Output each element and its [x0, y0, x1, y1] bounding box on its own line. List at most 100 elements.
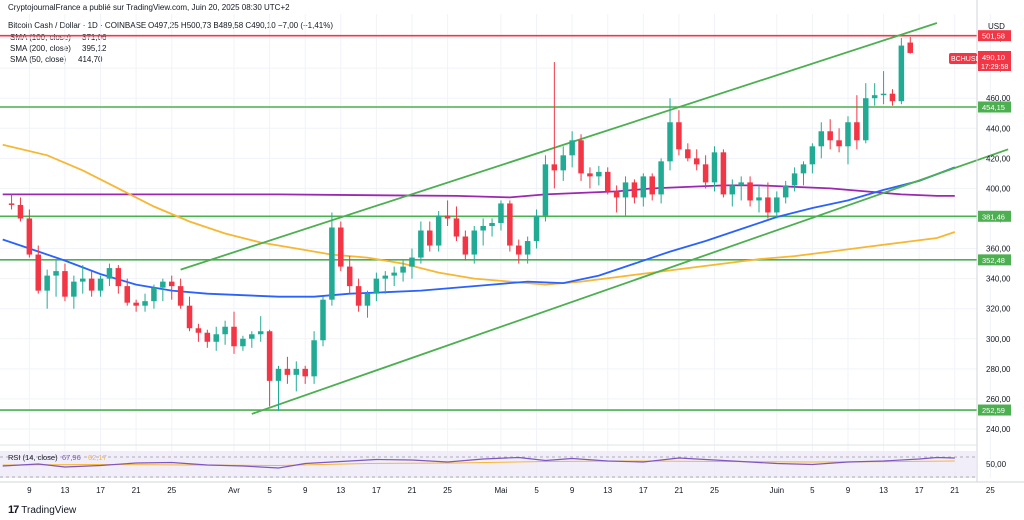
candle: [613, 185, 620, 213]
candle-body: [685, 149, 691, 159]
candle: [71, 275, 77, 309]
candle: [338, 221, 344, 272]
candle: [320, 296, 326, 347]
rsi-ma-line: [2, 460, 955, 467]
candle-body: [524, 241, 531, 255]
candle-body: [409, 257, 415, 267]
x-tick-label: 17: [639, 486, 648, 495]
y-tick-label: 360,00: [986, 245, 1011, 254]
candle-body: [453, 218, 460, 237]
candle-body: [160, 281, 166, 288]
y-tick-label: 440,00: [986, 124, 1011, 133]
candle: [302, 365, 308, 384]
tradingview-mark-icon: 17: [8, 504, 19, 516]
candlesticks: [8, 37, 914, 411]
candle-body: [355, 286, 362, 306]
x-tick-label: Juin: [769, 486, 784, 495]
candle: [35, 245, 42, 294]
x-tick-label: 17: [372, 486, 381, 495]
trendline: [180, 22, 938, 271]
level-label: 252,59: [982, 406, 1005, 415]
rsi-ma-value: 62,17: [88, 453, 107, 462]
x-tick-label: 5: [267, 486, 272, 495]
candle: [604, 167, 611, 195]
candle-body: [720, 152, 727, 195]
candle-body: [444, 215, 451, 219]
candle: [729, 179, 736, 207]
candle-body: [569, 140, 575, 156]
candle-body: [177, 286, 184, 306]
candle-body: [711, 152, 718, 183]
candle-body: [8, 203, 15, 205]
candle-body: [542, 164, 549, 216]
candle: [427, 221, 433, 252]
candle: [596, 165, 602, 186]
candle-body: [213, 334, 219, 342]
candle-body: [88, 278, 95, 291]
time-axis[interactable]: 9 13 17 21 25 Avr 5 9 13 17 21 25 Mai 5 9 13 17 21 25 Juin 5…: [27, 486, 995, 495]
candle: [756, 185, 762, 213]
candle-body: [231, 326, 237, 347]
x-tick-label: 21: [674, 486, 683, 495]
x-tick-label: 9: [846, 486, 851, 495]
x-tick-label: 13: [879, 486, 888, 495]
x-tick-label: 13: [336, 486, 345, 495]
x-tick-label: 17: [915, 486, 924, 495]
candle-body: [800, 164, 807, 174]
candle-body: [17, 204, 24, 219]
trendline: [251, 148, 1009, 415]
candle-body: [222, 326, 228, 335]
price-chart[interactable]: CryptojournalFrance a publié sur Trading…: [0, 0, 1024, 500]
x-tick-label: 21: [132, 486, 141, 495]
candle-body: [71, 281, 77, 297]
legend-sma50-label[interactable]: SMA (50, close): [10, 55, 67, 64]
currency-label: USD: [988, 22, 1005, 31]
candle-body: [854, 122, 860, 141]
x-tick-label: 25: [167, 486, 176, 495]
candle: [195, 323, 202, 342]
legend-sma100-value: 371,06: [82, 33, 107, 42]
candle-body: [774, 197, 780, 213]
candle: [907, 37, 914, 54]
candle: [489, 218, 495, 237]
candle-body: [204, 332, 211, 342]
symbol-title: Bitcoin Cash / Dollar · 1D · COINBASE: [8, 21, 146, 30]
candle: [845, 116, 851, 165]
level-label: 501,58: [982, 32, 1005, 41]
candle: [854, 95, 860, 150]
candle-body: [613, 191, 620, 198]
candle: [524, 236, 531, 264]
candle: [471, 225, 478, 264]
candle: [177, 278, 184, 309]
candle: [382, 271, 389, 294]
candle: [355, 278, 362, 312]
candle: [168, 275, 175, 300]
x-tick-label: 25: [986, 486, 995, 495]
tradingview-logo[interactable]: 17 TradingView: [8, 504, 76, 516]
candle: [774, 191, 780, 219]
candle: [151, 284, 157, 309]
candle: [106, 263, 113, 287]
candle: [507, 200, 513, 252]
candle-body: [427, 230, 433, 246]
sma100-line: [2, 143, 956, 286]
candle-body: [302, 368, 308, 377]
candle-body: [818, 131, 825, 147]
candle: [231, 311, 237, 354]
candle: [240, 335, 246, 351]
level-label: 352,48: [982, 256, 1005, 265]
legend-sma100-label[interactable]: SMA (100, close): [10, 33, 71, 42]
candle: [62, 263, 68, 302]
candle-body: [889, 93, 896, 102]
candle-body: [195, 328, 202, 333]
x-tick-label: 9: [27, 486, 32, 495]
candle-body: [756, 197, 762, 201]
rsi-label[interactable]: RSI (14, close): [8, 453, 58, 462]
legend-sma200-label[interactable]: SMA (200, close): [10, 44, 71, 53]
y-tick-label: 320,00: [986, 305, 1011, 314]
candle-body: [62, 271, 68, 297]
y-tick-label: 460,00: [986, 94, 1011, 103]
candle-body: [765, 197, 771, 213]
candle: [44, 269, 50, 309]
candle: [8, 194, 15, 210]
